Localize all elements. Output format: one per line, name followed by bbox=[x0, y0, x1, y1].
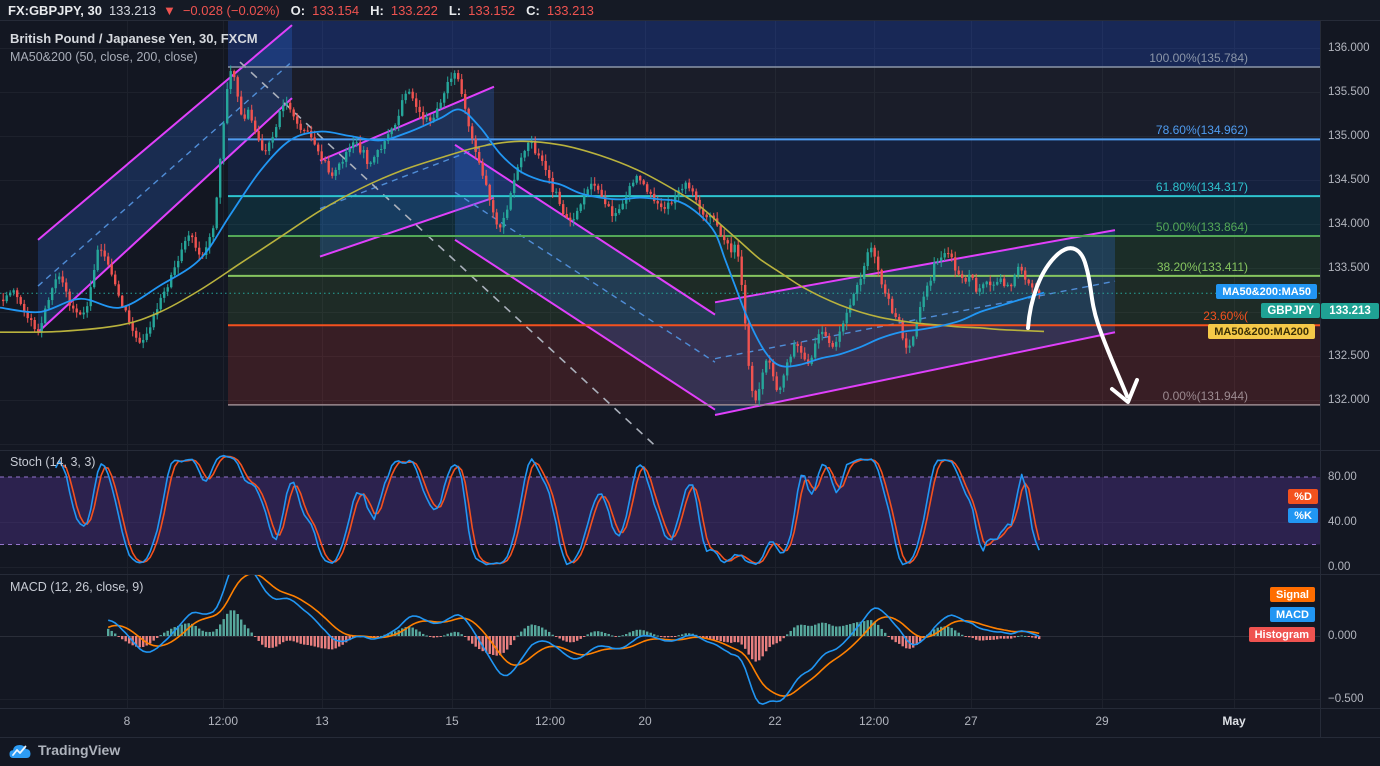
time-label-12:00[interactable]: 12:00 bbox=[858, 714, 890, 728]
channel-2-midline bbox=[319, 141, 495, 210]
fib-zone bbox=[228, 275, 1320, 326]
down-triangle-icon: ▼ bbox=[162, 2, 176, 18]
channel-3-midline bbox=[454, 191, 716, 363]
channel-1-lower bbox=[37, 97, 293, 333]
fib-label-100.00%: 100.00%(135.784) bbox=[1149, 51, 1248, 65]
stoch-d-badge: %D bbox=[1288, 489, 1318, 504]
high-label: H: bbox=[370, 2, 384, 18]
open-label: O: bbox=[290, 2, 306, 18]
channel-3-upper bbox=[454, 143, 716, 316]
fib-zone bbox=[228, 20, 1320, 68]
projection-arrow-head bbox=[1110, 378, 1139, 404]
current-price-axis-badge: 133.213 bbox=[1321, 303, 1379, 319]
ma50-line bbox=[0, 108, 1045, 368]
price-change: −0.028 (−0.02%) bbox=[182, 2, 280, 18]
channel-4-lower bbox=[714, 331, 1116, 416]
price-tick-133.500: 133.500 bbox=[1328, 262, 1370, 274]
macd-pane bbox=[107, 574, 1041, 705]
price-tick-132.500: 132.500 bbox=[1328, 350, 1370, 362]
fib-zone bbox=[228, 196, 1320, 236]
macd-line-badge: MACD bbox=[1270, 607, 1315, 622]
fib-label-61.80%: 61.80%(134.317) bbox=[1155, 180, 1248, 195]
last-price: 133.213 bbox=[108, 2, 156, 18]
high-value: 133.222 bbox=[390, 2, 438, 18]
stoch-tick-40.00: 40.00 bbox=[1328, 516, 1357, 528]
downtrend-dashed-line bbox=[239, 61, 659, 449]
close-value: 133.213 bbox=[546, 2, 594, 18]
channel-2-lower bbox=[319, 196, 495, 258]
price-tick-135.000: 135.000 bbox=[1328, 130, 1370, 142]
fib-label-50.00%: 50.00%(133.864) bbox=[1155, 219, 1248, 234]
macd-line bbox=[108, 574, 1040, 705]
time-label-13[interactable]: 13 bbox=[315, 714, 329, 728]
stoch-k-badge: %K bbox=[1288, 508, 1318, 523]
price-tick-135.500: 135.500 bbox=[1328, 86, 1370, 98]
time-label-12:00[interactable]: 12:00 bbox=[207, 714, 239, 728]
time-label-12:00[interactable]: 12:00 bbox=[534, 714, 566, 728]
time-label-15[interactable]: 15 bbox=[445, 714, 459, 728]
macd-histogram-badge: Histogram bbox=[1248, 627, 1315, 642]
fib-label-38.20%: 38.20%(133.411) bbox=[1156, 259, 1248, 274]
chart-title[interactable]: British Pound / Japanese Yen, 30, FXCM bbox=[10, 31, 258, 46]
macd-indicator-title[interactable]: MACD (12, 26, close, 9) bbox=[10, 580, 144, 594]
channel-2-fill bbox=[320, 86, 494, 257]
stoch-k-line bbox=[54, 454, 1040, 566]
channel-4-upper bbox=[714, 229, 1116, 304]
open-value: 133.154 bbox=[312, 2, 360, 18]
macd-tick-0.000: 0.000 bbox=[1328, 630, 1357, 642]
channel-4-midline bbox=[714, 280, 1116, 360]
channel-1-upper bbox=[37, 24, 293, 241]
stoch-tick-80.00: 80.00 bbox=[1328, 471, 1357, 483]
low-value: 133.152 bbox=[468, 2, 516, 18]
projection-arrow bbox=[1026, 246, 1129, 398]
main-price-pane bbox=[0, 20, 1320, 449]
stoch-indicator-title[interactable]: Stoch (14, 3, 3) bbox=[10, 455, 96, 469]
fib-label-0.00%: 0.00%(131.944) bbox=[1162, 388, 1248, 403]
pane-title-block: British Pound / Japanese Yen, 30, FXCM M… bbox=[10, 30, 258, 66]
fib-label-23.60%: 23.60%( bbox=[1203, 309, 1248, 324]
ma50-value-badge: MA50&200:MA50 bbox=[1216, 284, 1317, 299]
ma200-value-badge: MA50&200:MA200 bbox=[1208, 324, 1315, 339]
channel-1-midline bbox=[37, 61, 293, 287]
macd-tick-−0.500: −0.500 bbox=[1328, 693, 1364, 705]
macd-signal-badge: Signal bbox=[1269, 587, 1315, 602]
footer-branding: TradingView bbox=[8, 740, 120, 760]
ma200-line bbox=[0, 140, 1045, 333]
symbol-interval-label[interactable]: FX:GBPJPY, 30 bbox=[8, 2, 102, 18]
time-label-8[interactable]: 8 bbox=[123, 714, 131, 728]
fib-label-78.60%: 78.60%(134.962) bbox=[1155, 123, 1248, 138]
time-label-22[interactable]: 22 bbox=[768, 714, 782, 728]
price-tick-134.500: 134.500 bbox=[1328, 174, 1370, 186]
price-tick-134.000: 134.000 bbox=[1328, 218, 1370, 230]
candlesticks bbox=[2, 65, 1041, 406]
tradingview-logo-icon[interactable] bbox=[8, 740, 32, 760]
price-tick-132.000: 132.000 bbox=[1328, 394, 1370, 406]
ohlc-legend-bar[interactable]: FX:GBPJPY, 30 133.213 ▼ −0.028 (−0.02%) … bbox=[0, 0, 1380, 21]
macd-signal-line bbox=[107, 574, 1040, 697]
ma-indicator-title[interactable]: MA50&200 (50, close, 200, close) bbox=[10, 50, 198, 64]
time-axis[interactable] bbox=[0, 708, 1320, 737]
time-label-May[interactable]: May bbox=[1222, 714, 1246, 728]
close-label: C: bbox=[526, 2, 540, 18]
brand-name[interactable]: TradingView bbox=[38, 742, 121, 758]
time-label-20[interactable]: 20 bbox=[638, 714, 652, 728]
time-label-29[interactable]: 29 bbox=[1095, 714, 1109, 728]
time-label-27[interactable]: 27 bbox=[964, 714, 978, 728]
price-tick-136.000: 136.000 bbox=[1328, 42, 1370, 54]
symbol-price-badge: GBPJPY bbox=[1261, 303, 1320, 318]
stoch-tick-0.00: 0.00 bbox=[1328, 561, 1351, 573]
stochastic-pane bbox=[0, 454, 1320, 566]
fib-zone bbox=[228, 67, 1320, 140]
low-label: L: bbox=[448, 2, 462, 18]
